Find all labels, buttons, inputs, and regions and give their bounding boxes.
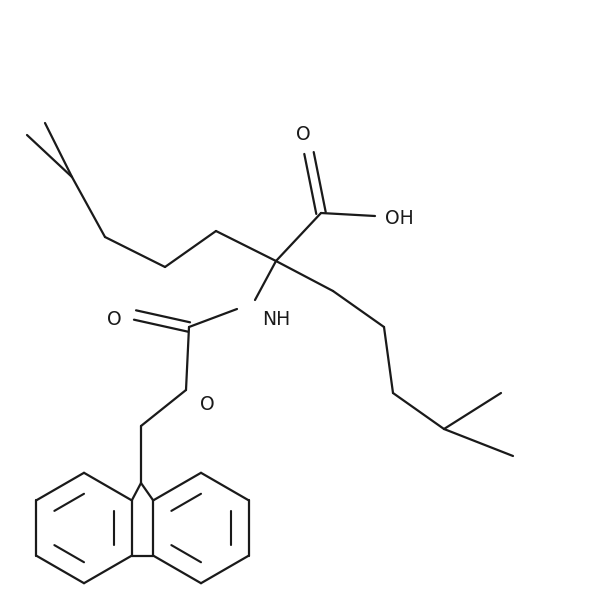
Text: OH: OH <box>385 209 413 229</box>
Text: NH: NH <box>262 310 290 329</box>
Text: O: O <box>200 395 214 415</box>
Text: O: O <box>296 125 310 145</box>
Text: O: O <box>107 310 121 329</box>
